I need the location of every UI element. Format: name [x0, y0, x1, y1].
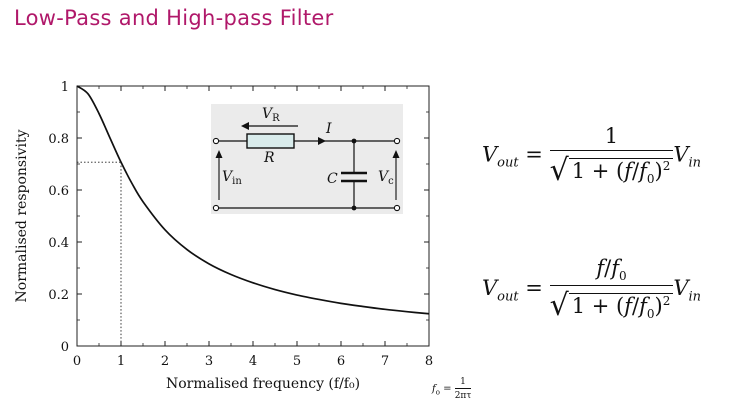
capacitor-label: C	[327, 171, 338, 187]
vin-arrow-head	[215, 150, 223, 158]
highpass-equation: Vout = f/f0 √ 1 + (f/f0)2 Vin	[482, 256, 702, 324]
y-tick-label: 1	[61, 80, 69, 95]
highpass-numerator: f/f0	[549, 256, 674, 287]
y-tick-label: 0	[61, 340, 69, 355]
x-tick-label: 4	[249, 354, 257, 369]
x-tick-label: 7	[381, 354, 389, 369]
junction-dot	[351, 205, 357, 211]
lowpass-equation: Vout = 1 √ 1 + (f/f0)2 Vin	[482, 124, 702, 188]
x-axis-label: Normalised frequency (f/f₀)	[166, 376, 360, 392]
x-tick-label: 8	[425, 354, 433, 369]
junction-dot	[351, 138, 357, 144]
x-tick-label: 0	[73, 354, 81, 369]
x-tick-label: 1	[117, 354, 125, 369]
y-tick-label: 0.6	[48, 184, 69, 199]
current-arrow	[318, 137, 326, 145]
x-tick-label: 5	[293, 354, 301, 369]
terminal	[212, 204, 220, 212]
resistor-label: R	[263, 150, 275, 166]
y-axis-label: Normalised responsivity	[14, 129, 30, 302]
terminal	[393, 204, 401, 212]
vin-label: Vin	[222, 169, 242, 187]
slide-title: Low-Pass and High-pass Filter	[14, 6, 334, 30]
y-tick-label: 0.4	[48, 236, 69, 251]
x-tick-label: 6	[337, 354, 345, 369]
response-curve	[76, 85, 430, 315]
y-tick-label: 0.2	[48, 288, 69, 303]
cutoff-footnote: fo = 1 2πτ	[432, 377, 472, 401]
current-label: I	[325, 121, 332, 137]
vc-arrow-head	[392, 150, 400, 158]
x-tick-label: 2	[161, 354, 169, 369]
vc-label: Vc	[378, 169, 394, 187]
vr-label: VR	[262, 106, 280, 124]
x-tick-label: 3	[205, 354, 213, 369]
lowpass-numerator: 1	[549, 124, 674, 151]
resistor	[246, 133, 295, 149]
circuit-inset	[211, 104, 403, 214]
vr-arrow-head	[241, 122, 249, 130]
terminal	[393, 137, 401, 145]
terminal	[212, 137, 220, 145]
y-tick-label: 0.8	[48, 132, 69, 147]
